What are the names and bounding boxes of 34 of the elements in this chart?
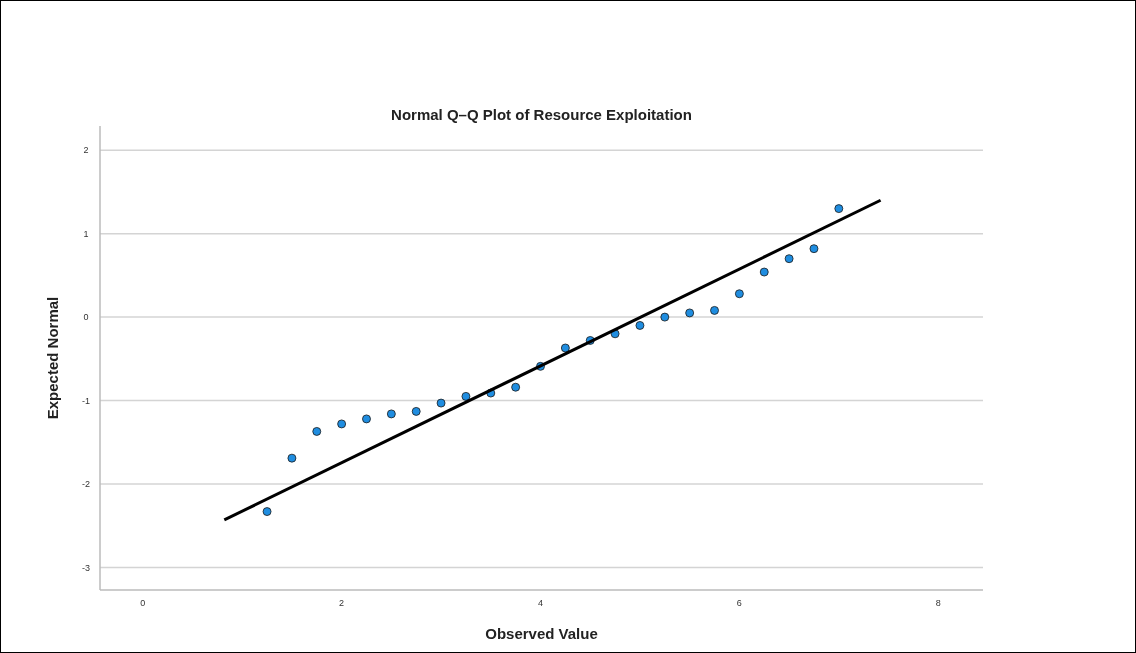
x-tick-label: 8 — [935, 598, 941, 608]
point — [834, 204, 844, 214]
y-tick-label: -3 — [81, 562, 91, 573]
x-tick-label: 4 — [538, 598, 544, 608]
y-tick-label: -1 — [81, 395, 91, 406]
y-tick-label: 0 — [83, 312, 89, 323]
x-tick-label: 6 — [736, 598, 742, 608]
point — [560, 343, 570, 353]
y-tick-label: 1 — [83, 228, 89, 239]
point — [809, 244, 819, 254]
point — [436, 398, 446, 408]
x-axis-title: Observed Value — [485, 625, 598, 642]
point — [511, 382, 521, 392]
x-tick-label: 2 — [339, 598, 345, 608]
point — [734, 289, 744, 299]
point — [386, 409, 396, 419]
point — [660, 312, 670, 322]
y-tick-label: 2 — [83, 145, 89, 156]
point — [685, 308, 695, 318]
point — [461, 391, 471, 401]
point — [337, 419, 347, 429]
x-tick-label: 0 — [140, 598, 146, 608]
point — [759, 267, 769, 277]
point — [411, 407, 421, 416]
point — [312, 427, 322, 436]
point — [287, 453, 297, 463]
chart-title: Normal Q–Q Plot of Resource Exploitation — [391, 106, 692, 123]
point — [635, 321, 645, 330]
point — [710, 306, 719, 315]
point — [784, 254, 794, 264]
point — [362, 414, 371, 424]
y-tick-label: -2 — [81, 479, 91, 490]
y-axis-title: Expected Normal — [44, 296, 61, 420]
point — [262, 507, 272, 516]
